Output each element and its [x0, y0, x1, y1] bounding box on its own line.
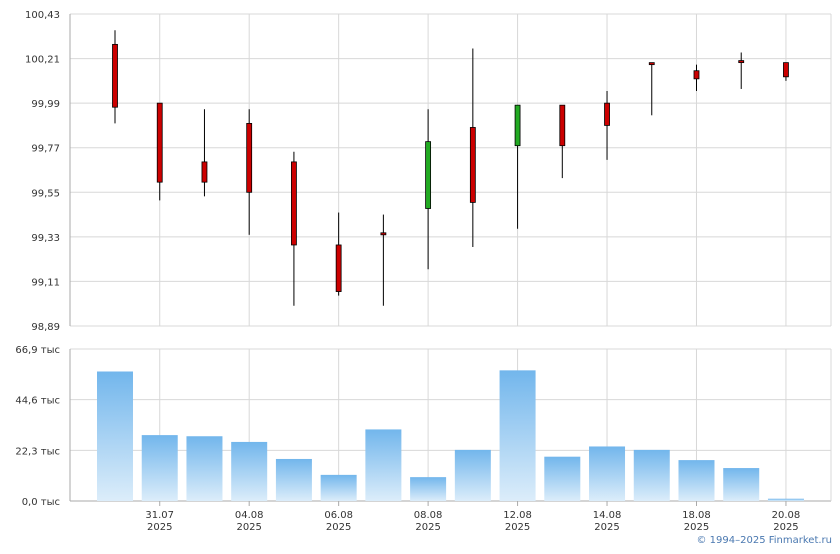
volume-bar[interactable] — [275, 458, 312, 501]
candle-body — [156, 102, 163, 183]
price-y-tick-label: 100,43 — [25, 10, 60, 21]
volume-bar[interactable] — [454, 449, 491, 501]
candle[interactable] — [246, 109, 253, 235]
volume-bar[interactable] — [589, 446, 626, 501]
candle[interactable] — [469, 48, 476, 247]
x-tick-label-year: 2025 — [326, 522, 351, 533]
volume-bar[interactable] — [186, 436, 223, 501]
x-tick-label-day: 06.08 — [324, 510, 353, 521]
candle-body — [783, 62, 789, 78]
price-y-tick-label: 99,11 — [31, 277, 60, 288]
candle[interactable] — [380, 214, 387, 306]
price-y-tick-label: 98,89 — [31, 322, 60, 333]
candle-body — [604, 102, 610, 126]
x-tick-label-day: 14.08 — [593, 510, 622, 521]
x-tick-label-day: 04.08 — [235, 510, 264, 521]
x-tick-label-year: 2025 — [147, 522, 172, 533]
candle-body — [738, 60, 745, 64]
candle-body — [648, 62, 655, 66]
candle-body — [425, 141, 432, 209]
candle-body — [246, 123, 253, 193]
volume-bar[interactable] — [365, 429, 402, 501]
volume-y-tick-label: 22,3 тыс — [15, 446, 60, 457]
volume-bar[interactable] — [141, 435, 178, 501]
volume-y-tick-label: 66,9 тыс — [15, 345, 60, 356]
volume-bar[interactable] — [723, 468, 760, 501]
candle[interactable] — [156, 102, 163, 201]
candle-body — [201, 161, 208, 183]
candle[interactable] — [112, 30, 118, 124]
candle[interactable] — [783, 62, 789, 81]
candle[interactable] — [604, 90, 610, 160]
volume-y-tick-label: 44,6 тыс — [15, 396, 60, 407]
price-y-tick-label: 100,21 — [25, 55, 60, 66]
x-tick-label-day: 12.08 — [503, 510, 532, 521]
candle-body — [469, 127, 476, 203]
candle-body — [514, 104, 521, 147]
x-tick-label-day: 20.08 — [772, 510, 801, 521]
x-tick-label-year: 2025 — [684, 522, 709, 533]
candlestick-series — [112, 30, 789, 306]
candle[interactable] — [425, 109, 432, 270]
axes — [69, 14, 832, 506]
x-tick-label-day: 08.08 — [414, 510, 443, 521]
price-y-tick-label: 99,33 — [31, 233, 60, 244]
volume-bar[interactable] — [678, 460, 715, 501]
volume-bar[interactable] — [320, 474, 357, 501]
candle[interactable] — [335, 212, 342, 296]
candle-body — [291, 161, 297, 246]
x-tick-label-year: 2025 — [505, 522, 530, 533]
price-y-tick-label: 99,55 — [31, 188, 60, 199]
volume-bar[interactable] — [544, 456, 581, 501]
candle[interactable] — [693, 64, 700, 91]
candle[interactable] — [514, 104, 521, 229]
candle-body — [380, 232, 387, 236]
candle-body — [693, 70, 700, 80]
volume-bar[interactable] — [633, 449, 670, 501]
candle[interactable] — [559, 104, 566, 179]
candle-body — [112, 43, 118, 108]
candle[interactable] — [201, 109, 208, 197]
candle-body — [335, 244, 342, 292]
volume-bar[interactable] — [410, 477, 447, 501]
grid-lines — [70, 13, 831, 502]
volume-series — [97, 370, 804, 501]
x-tick-label-year: 2025 — [594, 522, 619, 533]
price-y-tick-label: 99,99 — [31, 99, 60, 110]
x-tick-label-year: 2025 — [236, 522, 261, 533]
axis-labels: 98,89 99,11 99,33 99,55 99,77 99,99 100,21 100,… — [15, 10, 800, 533]
price-y-tick-label: 99,77 — [31, 144, 60, 155]
candle[interactable] — [291, 151, 297, 306]
candle-body — [559, 104, 566, 147]
x-tick-label-year: 2025 — [773, 522, 798, 533]
volume-y-tick-label: 0,0 тыс — [22, 497, 60, 508]
candle[interactable] — [738, 52, 745, 89]
x-tick-label-day: 18.08 — [682, 510, 711, 521]
volume-bar[interactable] — [231, 441, 268, 501]
copyright-credit[interactable]: © 1994–2025 Finmarket.ru — [696, 535, 832, 546]
candle[interactable] — [648, 62, 655, 116]
volume-bar[interactable] — [767, 498, 804, 501]
x-tick-label-day: 31.07 — [145, 510, 174, 521]
volume-bar[interactable] — [97, 371, 133, 501]
volume-bar[interactable] — [499, 370, 536, 501]
x-tick-label-year: 2025 — [415, 522, 440, 533]
